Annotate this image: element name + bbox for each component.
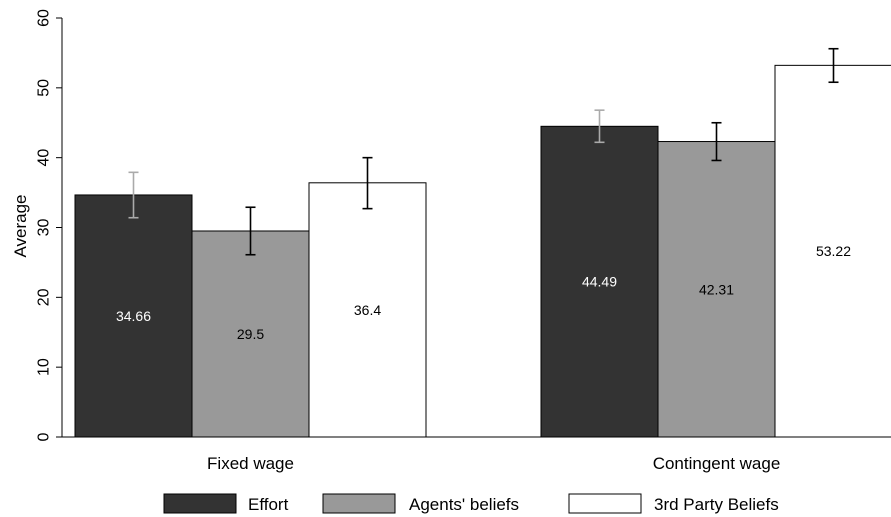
legend-label: Agents' beliefs bbox=[409, 495, 519, 514]
legend-swatch bbox=[322, 493, 396, 514]
legend-swatch bbox=[163, 493, 237, 514]
data-label: 34.66 bbox=[116, 308, 151, 324]
data-label: 42.31 bbox=[699, 281, 734, 297]
bar bbox=[540, 125, 659, 438]
legend-label: 3rd Party Beliefs bbox=[654, 495, 779, 514]
bars bbox=[74, 64, 891, 438]
y-axis: 0 10 20 30 40 50 60 bbox=[36, 9, 63, 441]
bar bbox=[774, 64, 891, 438]
y-tick-label: 0 bbox=[36, 432, 53, 441]
legend: Effort Agents' beliefs 3rd Party Beliefs bbox=[163, 493, 779, 514]
y-tick-label: 30 bbox=[36, 219, 53, 237]
y-axis-title: Average bbox=[11, 194, 30, 257]
data-label: 53.22 bbox=[816, 243, 851, 259]
data-labels: 34.66 29.5 36.4 44.49 42.31 53.22 bbox=[116, 243, 851, 342]
error-bars bbox=[128, 47, 839, 256]
y-tick-label: 40 bbox=[36, 149, 53, 167]
y-tick-label: 10 bbox=[36, 358, 53, 376]
x-axis: Fixed wage Contingent wage bbox=[62, 436, 891, 473]
x-tick-label: Fixed wage bbox=[207, 454, 294, 473]
bar bbox=[657, 141, 776, 438]
y-tick-label: 50 bbox=[36, 79, 53, 97]
bar bbox=[191, 230, 310, 438]
x-tick-label: Contingent wage bbox=[653, 454, 781, 473]
legend-swatch bbox=[568, 493, 642, 514]
data-label: 29.5 bbox=[237, 326, 264, 342]
data-label: 36.4 bbox=[354, 302, 381, 318]
y-tick-label: 20 bbox=[36, 288, 53, 306]
bar bbox=[308, 182, 427, 438]
data-label: 44.49 bbox=[582, 274, 617, 290]
legend-label: Effort bbox=[248, 495, 289, 514]
y-tick-label: 60 bbox=[36, 9, 53, 27]
